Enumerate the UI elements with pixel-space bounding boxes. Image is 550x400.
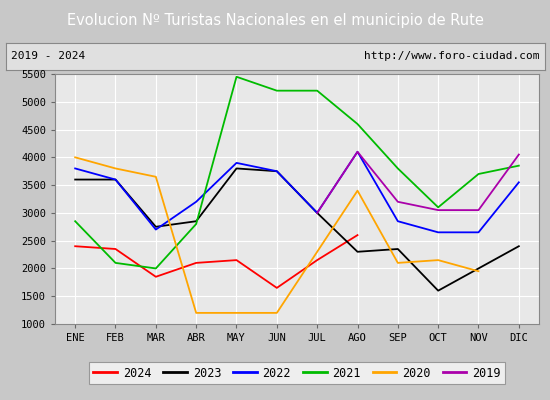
Text: 2019 - 2024: 2019 - 2024 <box>11 51 85 61</box>
Text: http://www.foro-ciudad.com: http://www.foro-ciudad.com <box>364 51 539 61</box>
Text: Evolucion Nº Turistas Nacionales en el municipio de Rute: Evolucion Nº Turistas Nacionales en el m… <box>67 14 483 28</box>
Legend: 2024, 2023, 2022, 2021, 2020, 2019: 2024, 2023, 2022, 2021, 2020, 2019 <box>89 362 505 384</box>
